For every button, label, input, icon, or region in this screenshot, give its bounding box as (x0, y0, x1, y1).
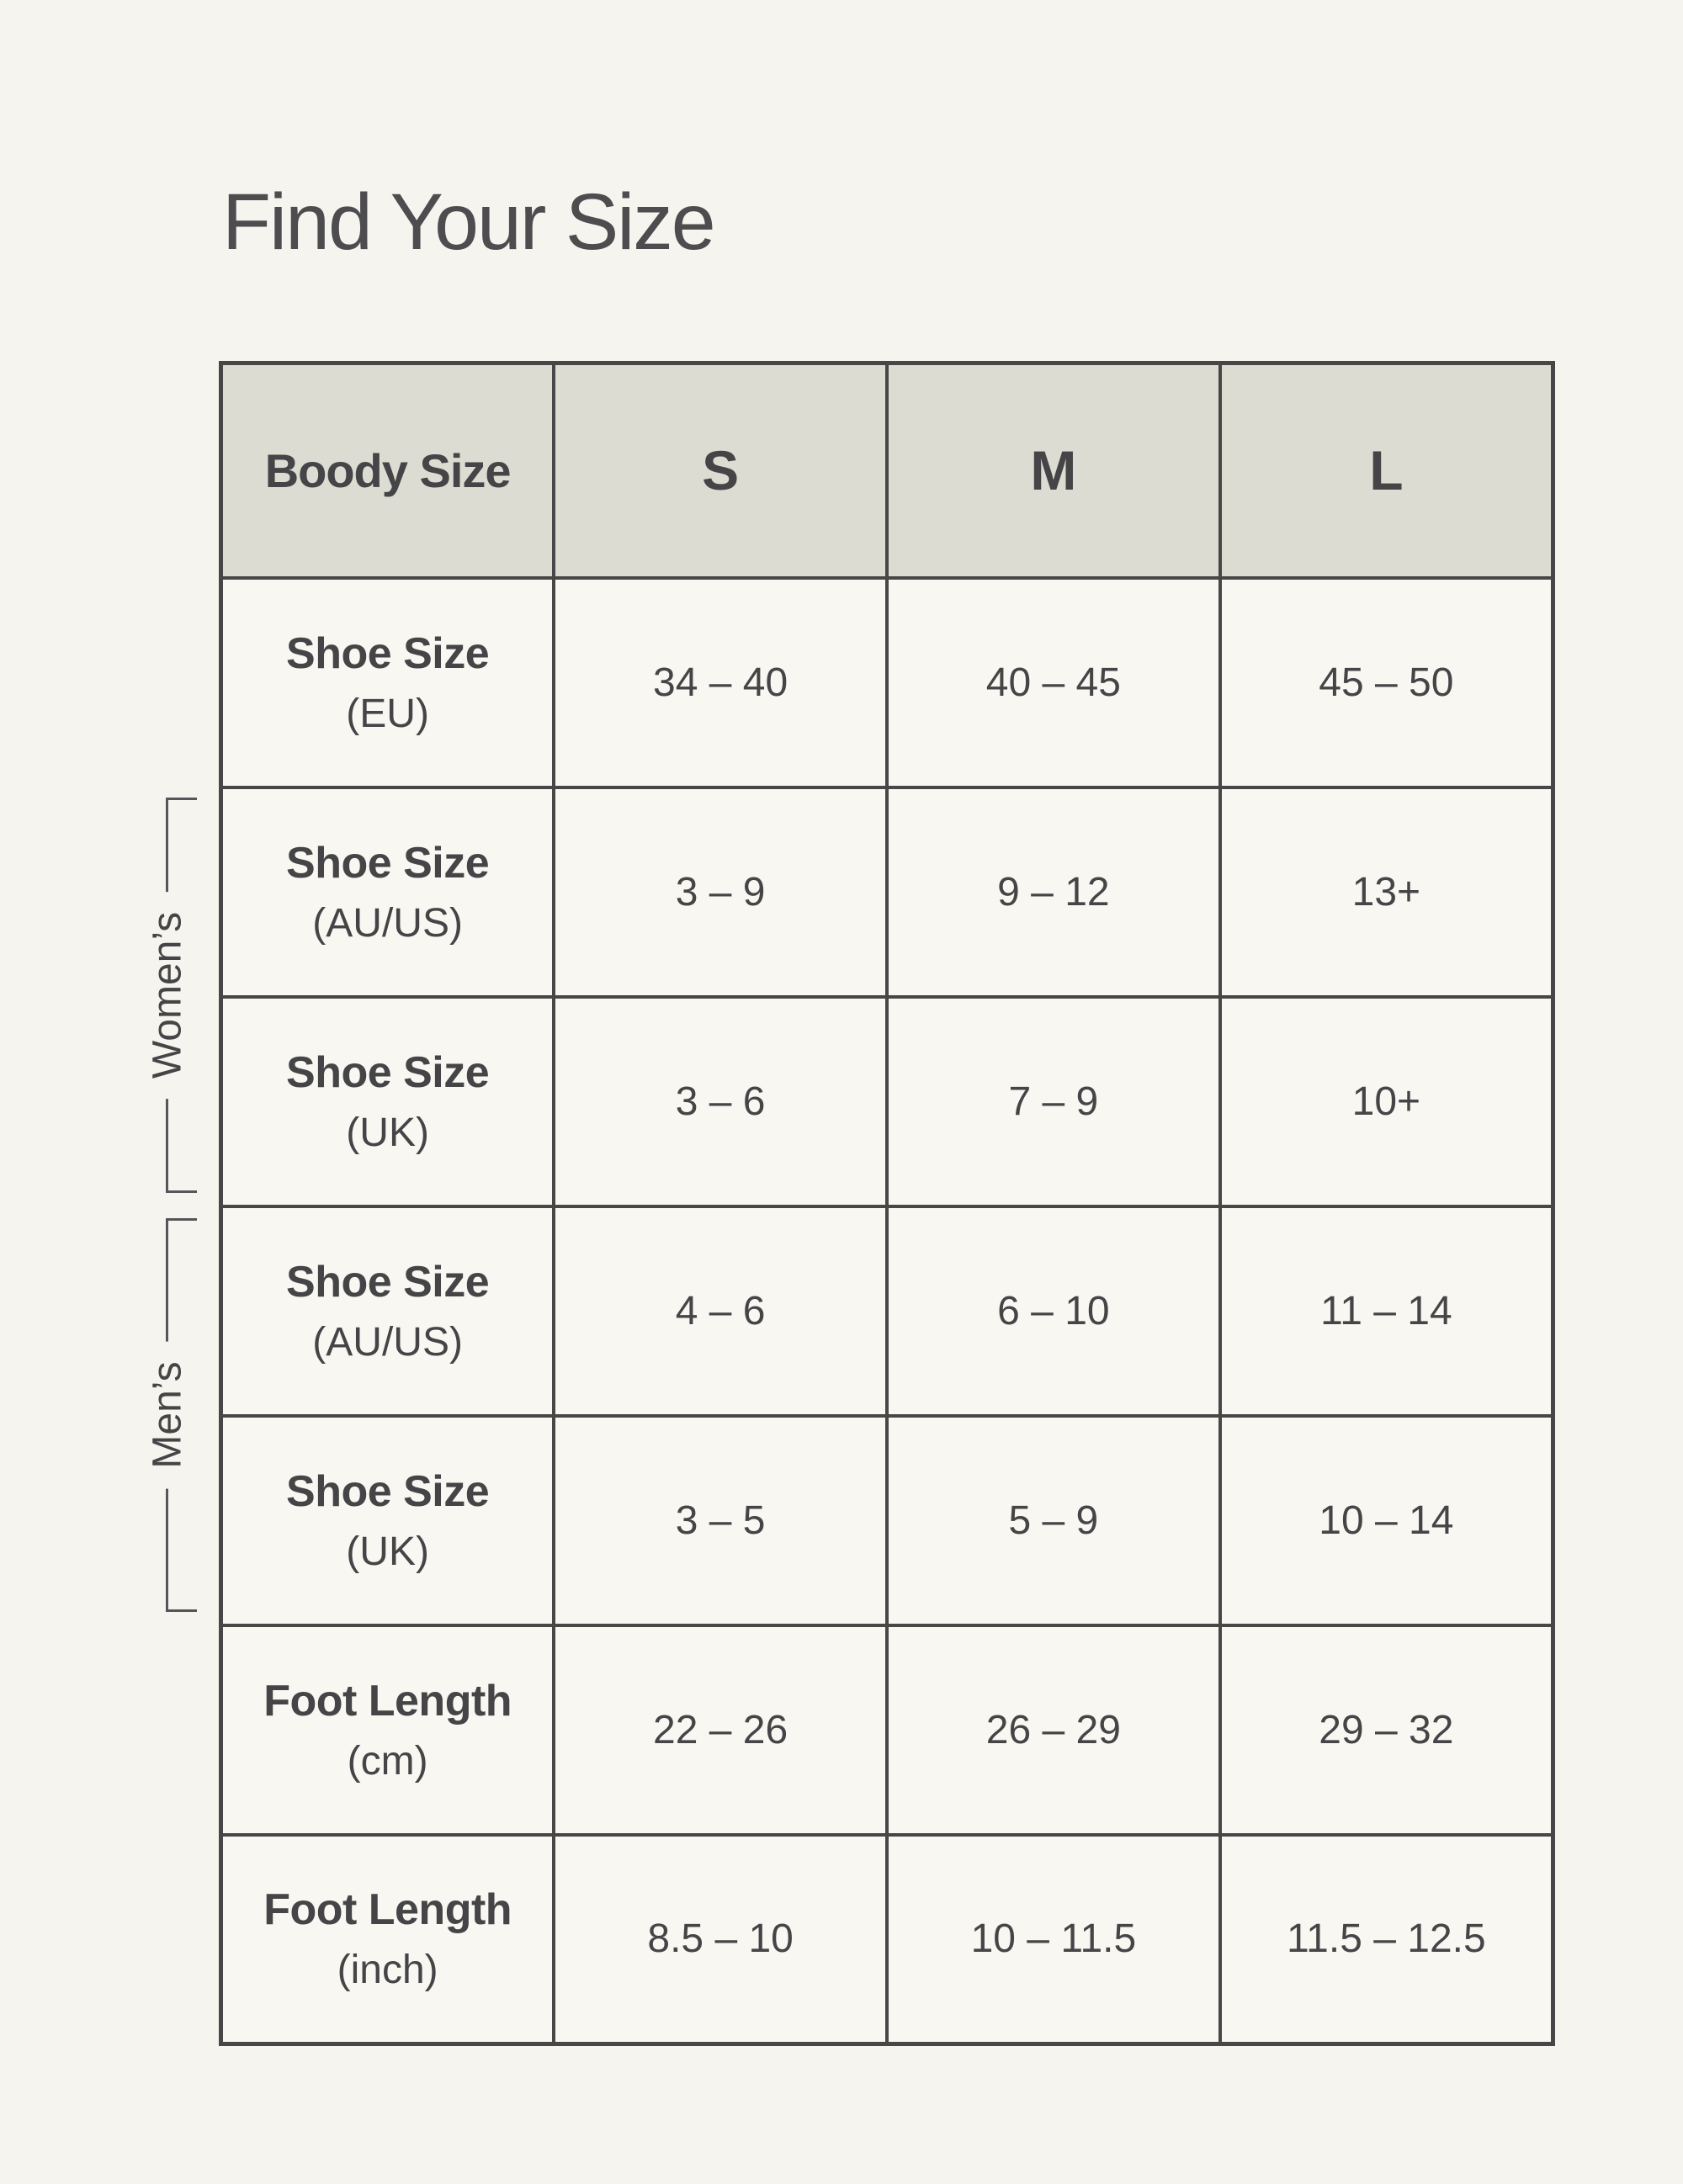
table-row: Shoe Size (EU) 34 – 40 40 – 45 45 – 50 (219, 575, 1555, 789)
size-value-s: 3 – 6 (552, 994, 889, 1208)
row-label-unit: (UK) (346, 1110, 429, 1155)
row-label-name: Foot Length (263, 1676, 512, 1725)
header-size-l: L (1218, 361, 1555, 580)
header-row: Boody Size S M L (219, 361, 1555, 580)
size-value-l: 11.5 – 12.5 (1218, 1832, 1555, 2046)
header-size-s: S (552, 361, 889, 580)
size-chart-table: Boody Size S M L Shoe Size (EU) 34 – 40 … (219, 361, 1555, 2046)
size-value-m: 5 – 9 (885, 1413, 1222, 1627)
table-row: Foot Length (cm) 22 – 26 26 – 29 29 – 32 (219, 1623, 1555, 1837)
row-label: Shoe Size (AU/US) (219, 785, 556, 999)
row-label: Foot Length (cm) (219, 1623, 556, 1837)
mens-group-label: Men’s (144, 1341, 191, 1489)
row-label: Foot Length (inch) (219, 1832, 556, 2046)
header-size-m: M (885, 361, 1222, 580)
table-row: Shoe Size (AU/US) 3 – 9 9 – 12 13+ (219, 785, 1555, 999)
size-value-s: 3 – 5 (552, 1413, 889, 1627)
size-value-l: 10 – 14 (1218, 1413, 1555, 1627)
row-label-unit: (AU/US) (312, 900, 463, 946)
table-row: Shoe Size (AU/US) 4 – 6 6 – 10 11 – 14 (219, 1204, 1555, 1418)
page-title: Find Your Size (222, 178, 716, 267)
size-value-s: 3 – 9 (552, 785, 889, 999)
mens-bracket-top-tick (166, 1218, 197, 1221)
size-chart-header: Boody Size S M L (219, 361, 1555, 580)
table-row: Foot Length (inch) 8.5 – 10 10 – 11.5 11… (219, 1832, 1555, 2046)
size-value-m: 10 – 11.5 (885, 1832, 1222, 2046)
row-label-name: Foot Length (263, 1885, 512, 1935)
row-label-unit: (UK) (346, 1529, 429, 1574)
row-label: Shoe Size (AU/US) (219, 1204, 556, 1418)
size-chart-body: Shoe Size (EU) 34 – 40 40 – 45 45 – 50 S… (219, 575, 1555, 2046)
header-boody-size: Boody Size (219, 361, 556, 580)
mens-bracket-bottom-tick (166, 1609, 197, 1612)
size-value-l: 13+ (1218, 785, 1555, 999)
womens-bracket: Women’s (144, 798, 197, 1193)
row-label-name: Shoe Size (286, 1466, 490, 1516)
mens-bracket: Men’s (144, 1218, 197, 1612)
row-label-unit: (AU/US) (312, 1319, 463, 1365)
row-label-unit: (EU) (346, 691, 429, 736)
size-value-s: 34 – 40 (552, 575, 889, 789)
size-value-l: 29 – 32 (1218, 1623, 1555, 1837)
row-label: Shoe Size (UK) (219, 1413, 556, 1627)
womens-bracket-top-tick (166, 798, 197, 800)
table-row: Shoe Size (UK) 3 – 5 5 – 9 10 – 14 (219, 1413, 1555, 1627)
size-value-l: 45 – 50 (1218, 575, 1555, 789)
row-label-name: Shoe Size (286, 1257, 490, 1307)
size-value-s: 4 – 6 (552, 1204, 889, 1418)
row-label-name: Shoe Size (286, 1047, 490, 1097)
row-label-name: Shoe Size (286, 628, 490, 678)
size-value-s: 8.5 – 10 (552, 1832, 889, 2046)
row-label-unit: (cm) (347, 1738, 428, 1784)
size-value-l: 10+ (1218, 994, 1555, 1208)
womens-group-label: Women’s (144, 891, 191, 1100)
table-row: Shoe Size (UK) 3 – 6 7 – 9 10+ (219, 994, 1555, 1208)
size-value-m: 9 – 12 (885, 785, 1222, 999)
row-label: Shoe Size (UK) (219, 994, 556, 1208)
row-label-name: Shoe Size (286, 838, 490, 888)
row-label-unit: (inch) (337, 1948, 438, 1993)
size-value-m: 6 – 10 (885, 1204, 1222, 1418)
size-value-l: 11 – 14 (1218, 1204, 1555, 1418)
size-value-m: 40 – 45 (885, 575, 1222, 789)
row-label: Shoe Size (EU) (219, 575, 556, 789)
size-value-m: 26 – 29 (885, 1623, 1222, 1837)
size-value-m: 7 – 9 (885, 994, 1222, 1208)
size-value-s: 22 – 26 (552, 1623, 889, 1837)
womens-bracket-bottom-tick (166, 1190, 197, 1193)
